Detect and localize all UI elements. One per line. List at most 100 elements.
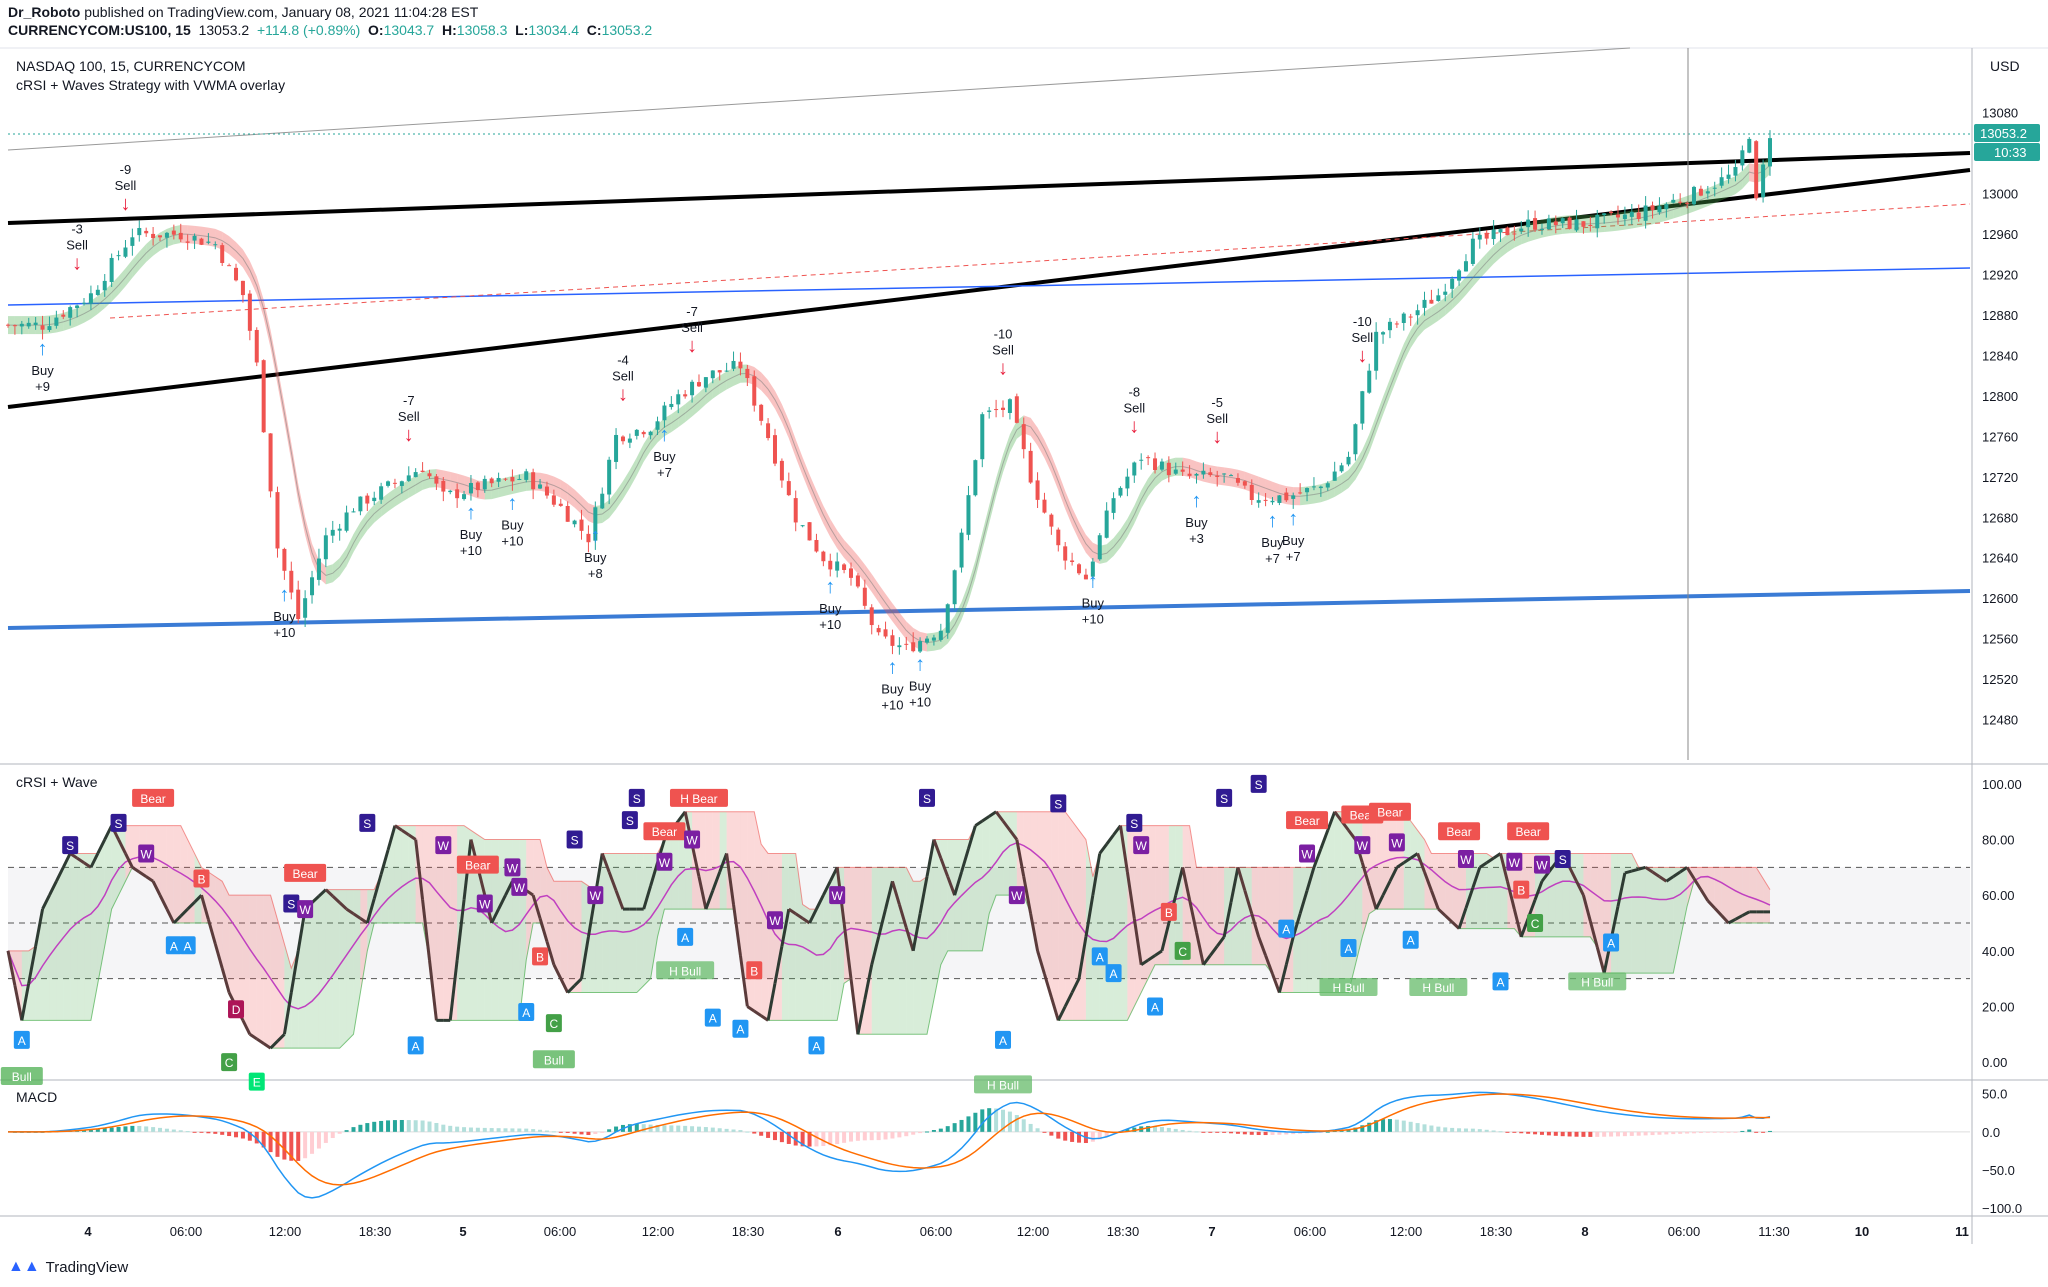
candle-body bbox=[821, 551, 826, 562]
author-name[interactable]: Dr_Roboto bbox=[8, 4, 81, 20]
high-value: 13058.3 bbox=[456, 22, 508, 38]
macd-hist-bar bbox=[1325, 1131, 1330, 1133]
crsi-label-text: W bbox=[507, 861, 519, 875]
wave-band-segment bbox=[1106, 834, 1114, 1021]
time-tick: 06:00 bbox=[170, 1224, 203, 1239]
macd-hist-bar bbox=[1650, 1131, 1655, 1136]
wave-band-segment bbox=[1438, 853, 1446, 916]
crsi-line-segment bbox=[138, 870, 148, 878]
buy-signal-label: Buy bbox=[460, 527, 483, 542]
trendline-upper-thin bbox=[7, 47, 1631, 151]
candle-body bbox=[123, 247, 128, 257]
macd-hist-bar bbox=[641, 1124, 646, 1132]
wave-band-segment bbox=[443, 825, 451, 1021]
macd-hist-bar bbox=[1014, 1115, 1019, 1132]
macd-hist-bar bbox=[1063, 1131, 1068, 1141]
buy-signal-value: +10 bbox=[273, 625, 295, 640]
wave-band-segment bbox=[906, 867, 914, 1035]
wave-band-segment bbox=[388, 825, 395, 923]
crsi-label-text: H Bull bbox=[1422, 981, 1454, 995]
buy-arrow-icon: ↑ bbox=[1088, 571, 1098, 593]
candle-body bbox=[1063, 546, 1068, 561]
wave-band-segment bbox=[1237, 867, 1245, 965]
crsi-label-text: A bbox=[681, 931, 689, 945]
macd-hist-bar bbox=[696, 1126, 701, 1132]
wave-band-segment bbox=[346, 889, 354, 1042]
crsi-line-segment bbox=[794, 912, 804, 920]
crsi-label-text: D bbox=[232, 1003, 241, 1017]
macd-hist-bar bbox=[1235, 1131, 1240, 1134]
crsi-tick: 60.00 bbox=[1982, 888, 2015, 903]
currency-label[interactable]: USD bbox=[1990, 58, 2020, 74]
crsi-label-text: S bbox=[923, 792, 931, 806]
candle-body bbox=[1643, 205, 1648, 221]
wave-band-segment bbox=[491, 839, 499, 1021]
crsi-label-box bbox=[808, 1036, 825, 1055]
wave-band-segment bbox=[747, 811, 755, 1012]
wave-band-segment bbox=[132, 825, 140, 872]
crsi-line-segment bbox=[974, 819, 984, 827]
chart-canvas[interactable]: 1308013040130001296012920128801284012800… bbox=[0, 0, 2048, 1250]
time-tick: 10 bbox=[1855, 1224, 1869, 1239]
macd-hist-bar bbox=[351, 1127, 356, 1132]
price-change: +114.8 (+0.89%) bbox=[257, 22, 361, 38]
symbol-label[interactable]: CURRENCYCOM:US100, 15 bbox=[8, 22, 191, 38]
macd-hist-bar bbox=[1512, 1131, 1517, 1133]
trendline-red-dashed bbox=[109, 203, 1971, 319]
crsi-line-segment bbox=[925, 839, 936, 877]
candle-body bbox=[1671, 199, 1676, 203]
wave-band-segment bbox=[636, 853, 644, 993]
candle-body bbox=[862, 587, 867, 606]
macd-hist-bar bbox=[1187, 1130, 1192, 1132]
macd-hist-bar bbox=[842, 1131, 847, 1143]
price-tick: 12520 bbox=[1982, 672, 2018, 687]
macd-hist-bar bbox=[406, 1120, 411, 1132]
wave-band-segment bbox=[1265, 867, 1273, 974]
macd-hist-bar bbox=[676, 1125, 681, 1132]
crsi-line-segment bbox=[1464, 887, 1475, 909]
buy-signal-label: Buy bbox=[1082, 596, 1105, 611]
candle-body bbox=[1436, 295, 1441, 302]
buy-arrow-icon: ↑ bbox=[507, 493, 517, 515]
crsi-line-segment bbox=[1154, 949, 1163, 957]
wave-band-segment bbox=[401, 825, 409, 923]
tradingview-footer[interactable]: ▲▲ TradingView bbox=[8, 1258, 128, 1276]
crsi-label-text: W bbox=[590, 889, 602, 903]
crsi-line-segment bbox=[822, 880, 832, 896]
wave-band-segment bbox=[125, 825, 133, 882]
price-tick: 12720 bbox=[1982, 470, 2018, 485]
candle-body bbox=[1685, 202, 1690, 204]
macd-hist-bar bbox=[1270, 1131, 1275, 1135]
crsi-label-box bbox=[1492, 972, 1509, 991]
candle-body bbox=[745, 368, 750, 379]
crsi-label-box bbox=[1278, 919, 1295, 938]
wave-band-segment bbox=[160, 825, 167, 910]
trendline-black-top bbox=[7, 151, 1971, 225]
crsi-line-segment bbox=[103, 824, 113, 841]
candle-body bbox=[593, 507, 598, 541]
crsi-line-segment bbox=[1312, 848, 1323, 868]
candle-body bbox=[379, 486, 384, 500]
crsi-label-text: W bbox=[1357, 839, 1369, 853]
crsi-line-segment bbox=[1056, 1005, 1067, 1022]
crsi-label-box bbox=[704, 1008, 721, 1027]
crsi-label-text: S bbox=[287, 898, 295, 912]
crsi-line-segment bbox=[282, 992, 293, 1035]
crsi-label-text: S bbox=[1255, 778, 1263, 792]
macd-hist-bar bbox=[1381, 1119, 1386, 1132]
time-tick: 8 bbox=[1581, 1224, 1588, 1239]
crsi-line-segment bbox=[1305, 866, 1316, 891]
macd-hist-bar bbox=[379, 1120, 384, 1132]
wave-band-segment bbox=[567, 881, 575, 993]
macd-hist-bar bbox=[538, 1129, 543, 1132]
crsi-label-box bbox=[1174, 941, 1191, 960]
candle-body bbox=[1298, 492, 1303, 494]
wave-band-segment bbox=[1334, 811, 1342, 993]
crsi-line-segment bbox=[289, 950, 300, 993]
crsi-label-box bbox=[138, 844, 155, 863]
crsi-label-text: B bbox=[750, 964, 758, 978]
macd-hist-bar bbox=[1643, 1131, 1648, 1136]
macd-hist-bar bbox=[462, 1127, 467, 1132]
buy-signal-label: Buy bbox=[1261, 535, 1284, 550]
crsi-label-box bbox=[656, 961, 715, 980]
